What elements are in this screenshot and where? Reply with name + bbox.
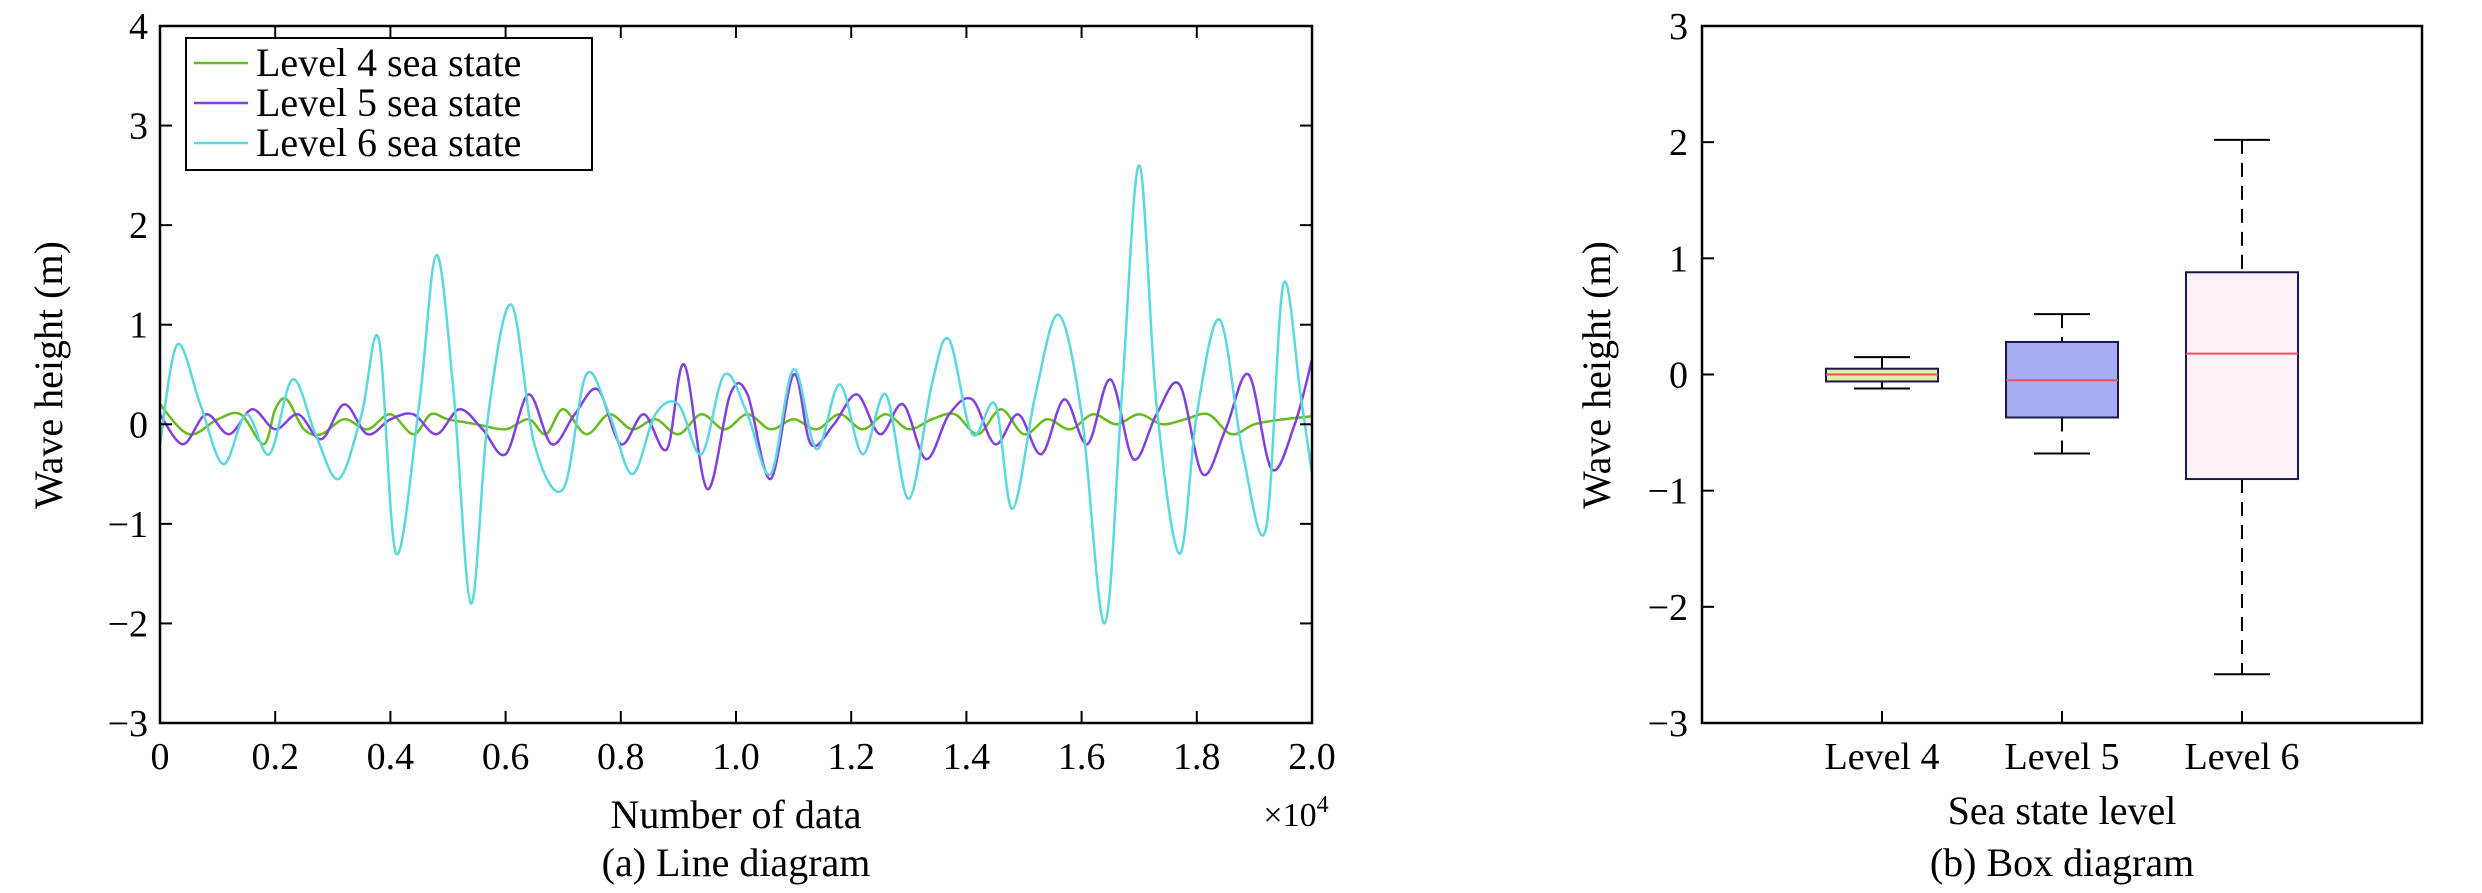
- category-label: Level 5: [2004, 736, 2119, 778]
- y-tick-label: −3: [1648, 703, 1688, 745]
- y-tick-label: −3: [108, 703, 148, 745]
- x-tick-label: 1.4: [943, 736, 991, 778]
- x-tick-label: 1.8: [1173, 736, 1221, 778]
- category-label: Level 6: [2184, 736, 2299, 778]
- box-chart-xlabel: Sea state level: [1948, 788, 2177, 833]
- legend-box: [185, 37, 593, 171]
- line-series-group: [158, 164, 1314, 625]
- box-group: [1825, 138, 2299, 676]
- y-tick-label: 2: [1669, 122, 1688, 164]
- x-tick-label: 0.8: [597, 736, 645, 778]
- category-label: Level 4: [1824, 736, 1939, 778]
- x-tick-label: 0: [151, 736, 170, 778]
- y-tick-label: −1: [108, 504, 148, 546]
- line-chart-ylabel: Wave height (m): [26, 241, 71, 509]
- series-line-level5: [158, 359, 1314, 491]
- box-level-6: [2185, 138, 2299, 676]
- x-multiplier-exponent: 4: [1317, 792, 1329, 818]
- x-tick-label: 0.4: [367, 736, 415, 778]
- line-chart-xlabel: Number of data: [610, 792, 861, 837]
- y-tick-label: 1: [1669, 238, 1688, 280]
- x-tick-label: 2.0: [1288, 736, 1336, 778]
- line-chart-panel: 0 0.2 0.4 0.6 0.8 1.0 1.2 1.4 1.6 1.8 2.0 −3 −2 −1 0 1…: [26, 6, 1336, 885]
- y-tick-label: 2: [129, 205, 148, 247]
- x-tick-label: 1.0: [712, 736, 760, 778]
- x-tick-label: 1.2: [827, 736, 875, 778]
- x-multiplier: ×104: [1263, 792, 1328, 834]
- box-level-4: [1825, 356, 1939, 390]
- y-tick-label: −2: [1648, 587, 1688, 629]
- y-tick-label: 4: [129, 6, 148, 48]
- y-tick-label: 3: [1669, 6, 1688, 48]
- legend-label-level4: Level 4 sea state: [256, 40, 521, 85]
- series-line-level6: [158, 164, 1314, 625]
- legend: Level 4 sea state Level 5 sea state Leve…: [185, 37, 593, 171]
- y-tick-label: 3: [129, 106, 148, 148]
- y-tick-label: 0: [129, 404, 148, 446]
- y-tick-label: −1: [1648, 471, 1688, 513]
- box-level-5: [2005, 313, 2119, 455]
- x-tick-label: 0.2: [251, 736, 299, 778]
- x-tick-label: 0.6: [482, 736, 530, 778]
- x-tick-label: 1.6: [1058, 736, 1106, 778]
- y-tick-label: 0: [1669, 355, 1688, 397]
- y-tick-label: 1: [129, 305, 148, 347]
- box-chart-ylabel: Wave height (m): [1574, 241, 1619, 509]
- line-chart-caption: (a) Line diagram: [602, 840, 871, 885]
- y-tick-label: −2: [108, 603, 148, 645]
- legend-label-level6: Level 6 sea state: [256, 120, 521, 165]
- box-chart-caption: (b) Box diagram: [1930, 840, 2194, 885]
- series-line-level4: [159, 397, 1313, 446]
- x-multiplier-base: ×10: [1263, 797, 1316, 834]
- legend-label-level5: Level 5 sea state: [256, 80, 521, 125]
- box-chart-panel: Level 4 Level 5 Level 6 −3 −2 −1 0 1 2 3 Sea sta…: [1574, 6, 2424, 885]
- box-iqr: [2185, 271, 2299, 481]
